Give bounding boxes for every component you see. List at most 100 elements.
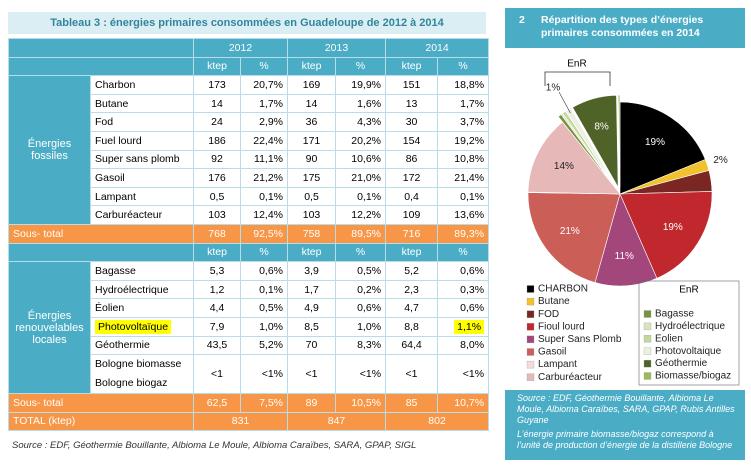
cell-text: 1,6% <box>357 97 382 110</box>
table-cell: 30 <box>385 112 439 132</box>
table-cell: 8,5 <box>287 316 337 337</box>
year-header: 2012 <box>192 38 289 58</box>
subtotal-cell: 10,5% <box>335 393 387 413</box>
enr-bracket <box>544 71 611 86</box>
slice-label: 21% <box>560 226 580 237</box>
cell-text: 19,2% <box>454 134 485 147</box>
cell-text: 2,3 <box>404 283 419 296</box>
cell-text: 2,9% <box>259 116 284 129</box>
cell-text: 0,1% <box>259 190 284 203</box>
table-cell: 1,7% <box>239 93 289 114</box>
cell-text: 109 <box>402 209 421 222</box>
pie-slice <box>527 192 621 283</box>
row-name: Carburéacteur <box>90 205 194 225</box>
cell-text: 30 <box>405 116 418 129</box>
table-cell: 19,2% <box>437 130 490 151</box>
cell-text: 4,4 <box>209 302 225 315</box>
cell-text: 0,5 <box>304 190 319 203</box>
cell-text: Géothermie <box>95 339 150 352</box>
total-cell: 847 <box>287 411 387 432</box>
row-name: Lampant <box>90 186 194 207</box>
table-cell: 0,6% <box>239 261 289 281</box>
table-cell: 1,6% <box>335 93 387 114</box>
cell-text: 0,4 <box>404 190 419 203</box>
legend-swatch <box>643 347 652 355</box>
table-cell: 2,9% <box>239 112 289 132</box>
table-cell: <1 <box>385 354 439 395</box>
section-label: Énergies fossiles <box>8 75 91 225</box>
cell-text: 1,7% <box>259 97 284 110</box>
unit-header: ktep <box>385 56 439 77</box>
enr-annotation: EnR <box>567 59 586 70</box>
subtotal-cell: 10,7% <box>437 393 490 413</box>
cell-text: 0,3% <box>460 283 485 296</box>
cell-text: 22,4% <box>253 134 284 147</box>
legend-swatch <box>643 359 652 368</box>
cell-text: 8,0% <box>460 339 485 352</box>
table-cell: 0,1% <box>239 279 289 300</box>
cell-text: Lampant <box>95 190 136 203</box>
legend-swatch <box>643 335 652 343</box>
pie-slice <box>527 121 621 195</box>
legend-label: Super Sans Plomb <box>538 334 622 345</box>
legend-swatch <box>526 323 535 331</box>
table-cell: 1,2 <box>193 279 241 300</box>
cell-text: 70 <box>305 339 318 352</box>
cell-text: 12,2% <box>351 209 382 222</box>
table-row: Sous- total 768 92,5% 758 89,5% 716 89,3% <box>8 223 490 244</box>
cell-text: 103 <box>302 209 321 222</box>
subtotal-cell: 89,3% <box>437 223 490 244</box>
legend-swatch <box>643 372 652 380</box>
unit-header: % <box>437 56 490 77</box>
header-blank <box>8 242 194 263</box>
legend-label: Hydroélectrique <box>655 321 725 332</box>
row-name: Super sans plomb <box>90 149 194 170</box>
row-name: Butane <box>90 93 194 114</box>
cell-text: 151 <box>402 78 421 91</box>
cell-text: Bagasse <box>95 264 136 277</box>
row-name: Fuel lourd <box>90 130 194 151</box>
table-cell: 4,3% <box>335 112 387 132</box>
subtotal-cell: 85 <box>385 393 439 413</box>
cell-text: 7,9 <box>209 320 225 333</box>
cell-text: 0,1% <box>259 283 284 296</box>
panel-footer: Source : EDF, Géothermie Bouillante, Alb… <box>505 390 745 460</box>
legend-enr-title: EnR <box>679 285 698 296</box>
row-name: Hydroélectrique <box>90 279 194 300</box>
table-cell: 0,5% <box>335 261 387 281</box>
total-cell: 831 <box>192 411 289 432</box>
cell-text: 171 <box>302 134 321 147</box>
cell-text: 12,4% <box>253 209 284 222</box>
unit-header: ktep <box>385 242 439 263</box>
cell-text: 3,7% <box>460 116 485 129</box>
table-cell: 0,4 <box>385 186 439 207</box>
table-cell: 21,0% <box>335 168 387 188</box>
legend-label: Eolien <box>655 333 683 344</box>
section-label: Énergies renouvelables locales <box>8 261 91 395</box>
total-label: TOTAL (ktep) <box>8 411 194 432</box>
pie-slice <box>619 101 706 195</box>
cell-text: 0,1% <box>357 190 382 203</box>
cell-text: 1,0% <box>357 320 382 333</box>
table-cell: 186 <box>193 130 241 151</box>
unit-header: % <box>335 56 387 77</box>
cell-text: 92 <box>211 153 223 166</box>
table-cell: 0,6% <box>437 261 490 281</box>
cell-text: 64,4 <box>401 339 422 352</box>
subtotal-label: Sous- total <box>8 223 194 244</box>
cell-text: <1 <box>211 368 223 381</box>
legend-swatch <box>526 297 535 306</box>
table-cell: 1,0% <box>335 316 387 337</box>
figure-title: Répartition des types d’énergies primair… <box>541 14 704 39</box>
table-cell: 154 <box>385 130 439 151</box>
leader-line <box>558 91 571 114</box>
cell-text: Fuel lourd <box>95 134 142 147</box>
cell-text: 1,0% <box>259 320 284 333</box>
cell-text: 1,7 <box>304 283 319 296</box>
row-name: Éolien <box>90 298 194 318</box>
slice-label: 8% <box>594 122 609 133</box>
table-cell: 19,9% <box>335 75 387 95</box>
subtotal-cell: 92,5% <box>239 223 289 244</box>
cell-text: 4,3% <box>357 116 382 129</box>
slice-label: 2% <box>713 155 728 166</box>
